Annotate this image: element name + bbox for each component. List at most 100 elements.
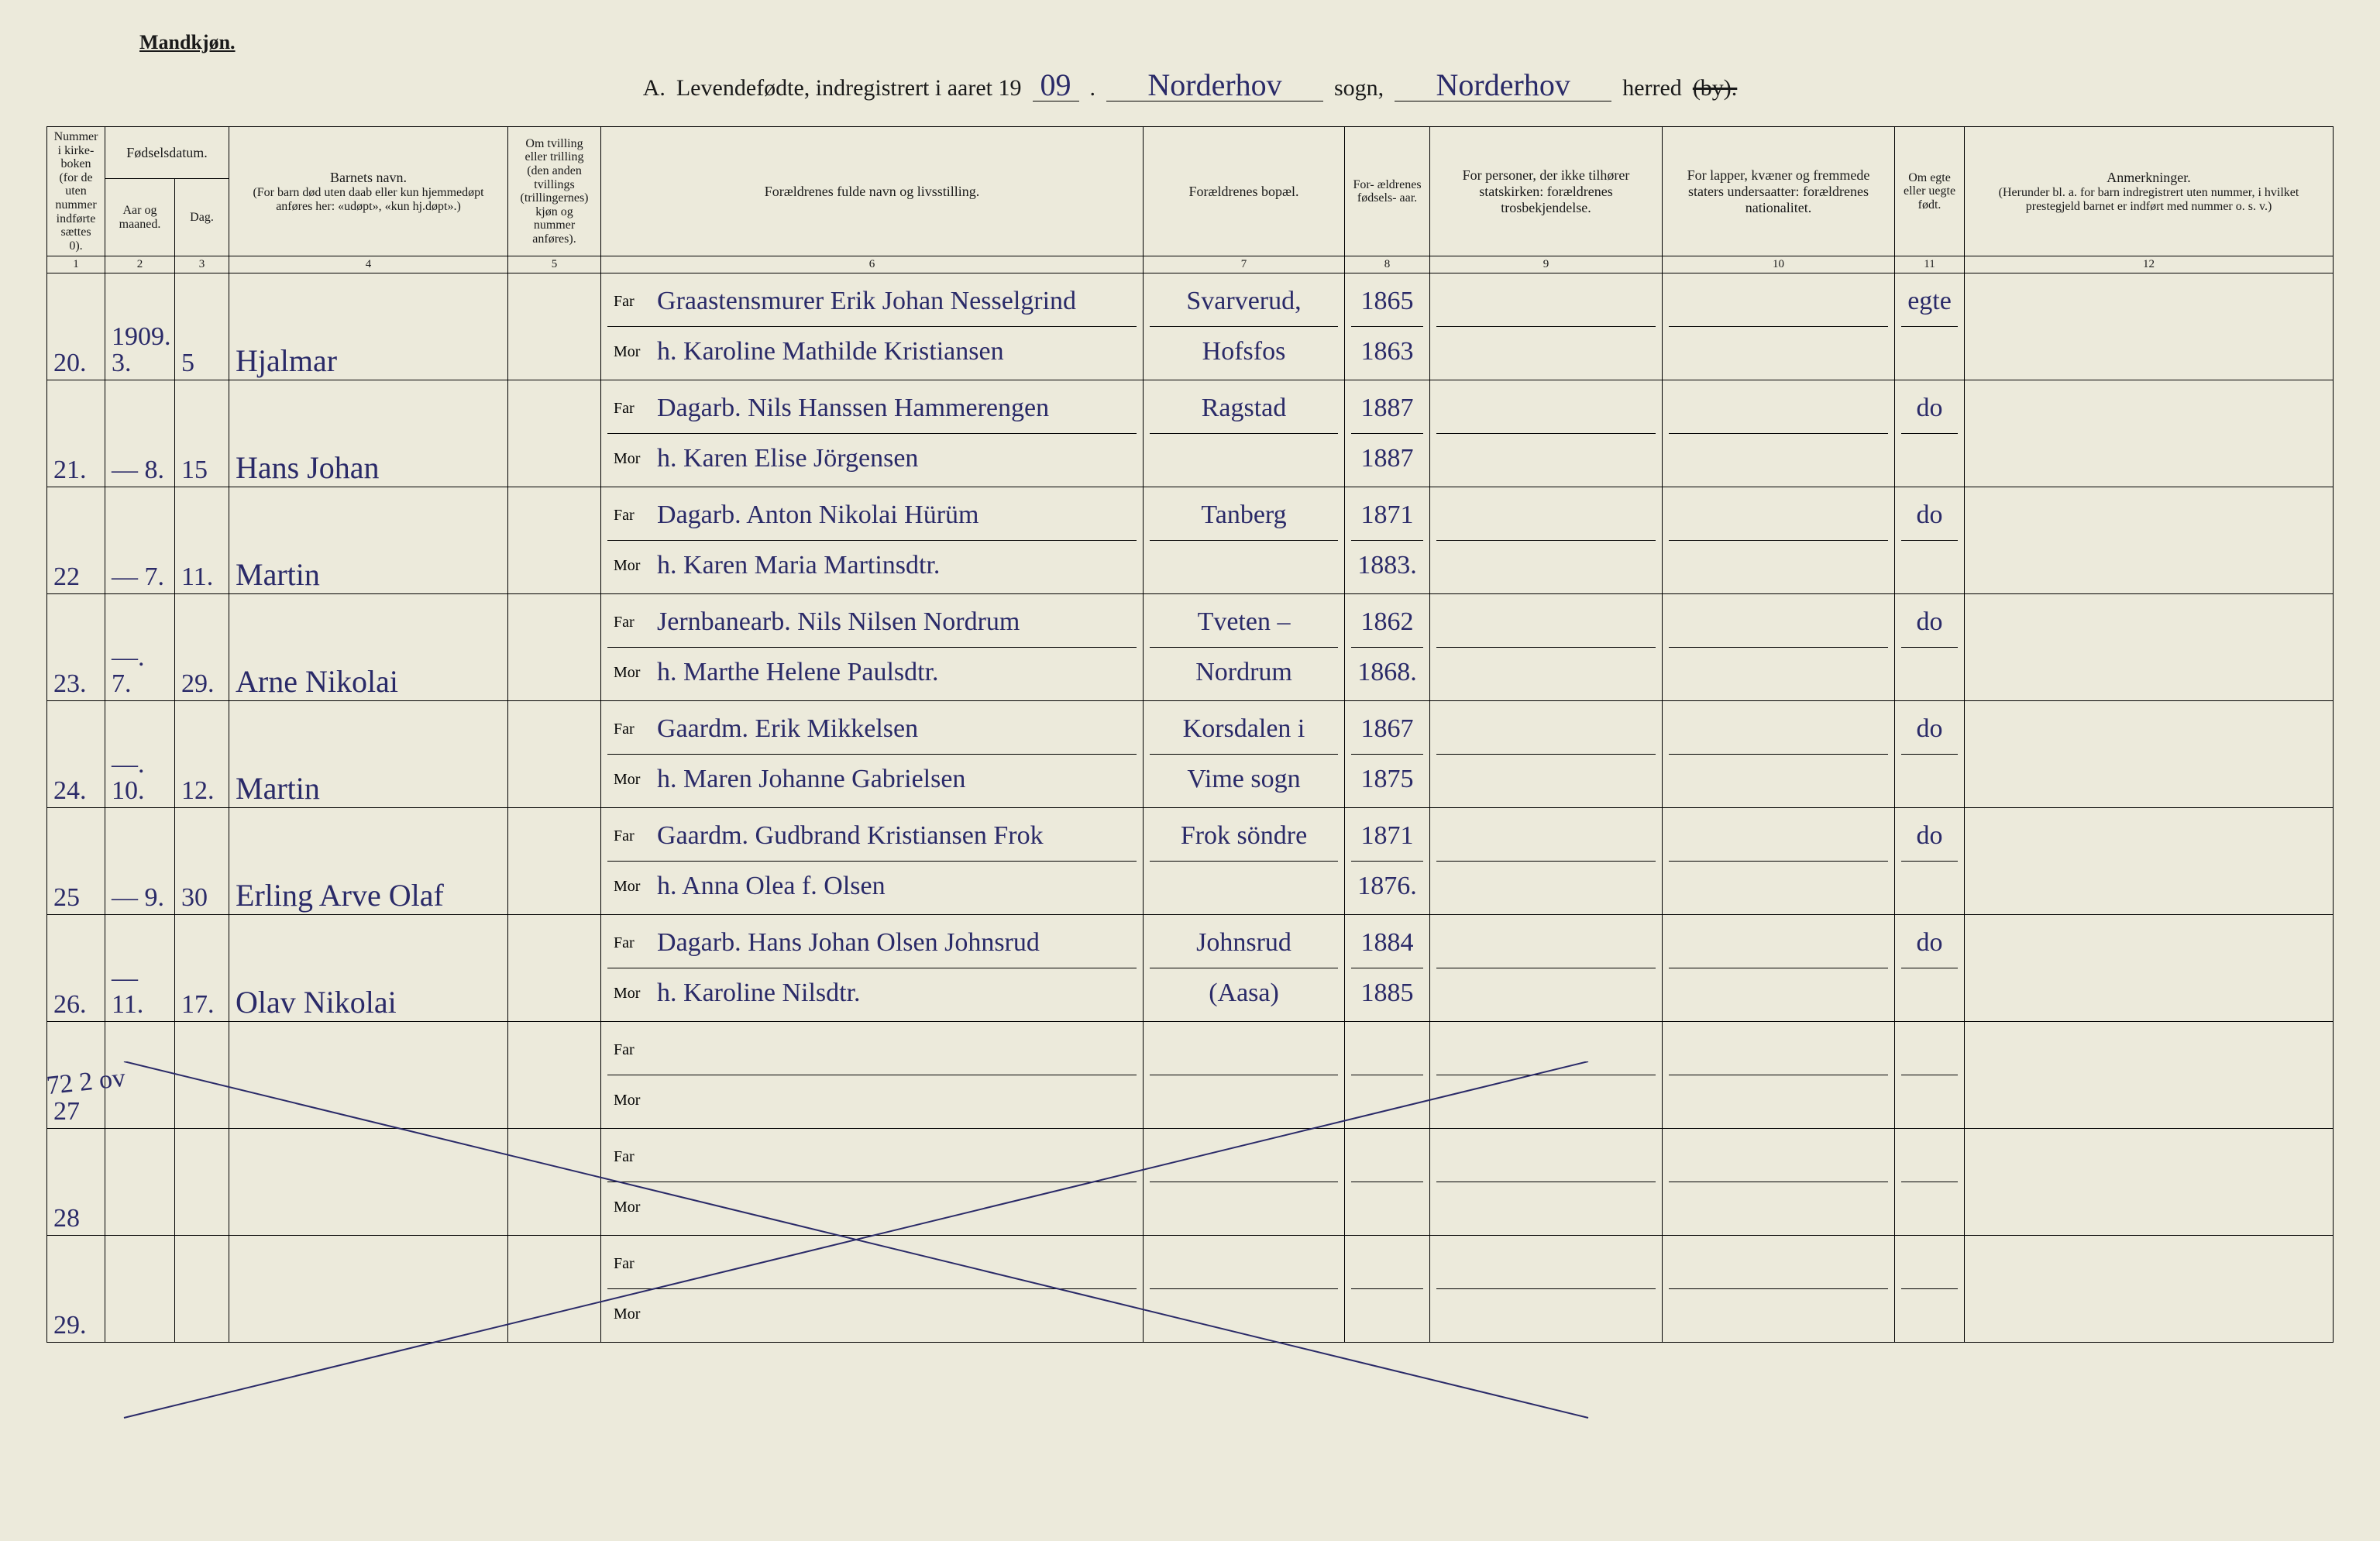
colnum: 10 [1663, 256, 1895, 273]
residence-far: Tveten – [1198, 609, 1291, 635]
cell [229, 1236, 508, 1343]
cell: Johnsrud (Aasa) [1144, 915, 1345, 1022]
title-prefix: A. [643, 75, 666, 101]
title-herred-label: herred [1622, 75, 1682, 101]
cell [175, 1022, 229, 1129]
father-name: Graastensmurer Erik Johan Nesselgrind [657, 288, 1130, 315]
father-name: Jernbanearb. Nils Nilsen Nordrum [657, 609, 1130, 635]
cell [105, 1236, 175, 1343]
cell: do [1895, 808, 1965, 915]
father-name: Dagarb. Anton Nikolai Hürüm [657, 502, 1130, 528]
mor-label: Mor [614, 878, 648, 896]
cell [1965, 1022, 2334, 1129]
cell: FarGaardm. Erik Mikkelsen Morh. Maren Jo… [601, 701, 1144, 808]
cell: Martin [229, 487, 508, 594]
cell [1430, 1022, 1663, 1129]
cell: FarDagarb. Anton Nikolai Hürüm Morh. Kar… [601, 487, 1144, 594]
residence-mor: (Aasa) [1209, 980, 1279, 1006]
father-birthyear: 1884 [1361, 930, 1414, 956]
cell: — 9. [105, 808, 175, 915]
header-col10: For lapper, kvæner og fremmede staters u… [1663, 127, 1895, 256]
cell: 1909. 3. [105, 273, 175, 380]
legitimacy: do [1917, 609, 1943, 635]
entry-year-month: — 11. [112, 964, 143, 1019]
cell [1663, 808, 1895, 915]
mother-name: h. Karen Elise Jörgensen [657, 445, 1130, 472]
cell [508, 915, 601, 1022]
cell: 15 [175, 380, 229, 487]
entry-day: 5 [181, 349, 194, 377]
father-name: Dagarb. Nils Hanssen Hammerengen [657, 395, 1130, 421]
child-name: Olav Nikolai [236, 985, 397, 1020]
header-col2: Aar og maaned. [105, 179, 175, 256]
far-label: Far [614, 934, 648, 952]
child-name: Martin [236, 557, 320, 592]
mor-label: Mor [614, 1305, 648, 1323]
cell: 12. [175, 701, 229, 808]
mother-birthyear: 1887 [1361, 445, 1414, 472]
cell: 11. [175, 487, 229, 594]
cell [1430, 808, 1663, 915]
cell: 1871 1876. [1345, 808, 1430, 915]
far-label: Far [614, 1255, 648, 1273]
cell [508, 1129, 601, 1236]
cell [1144, 1022, 1345, 1129]
cell: Far Mor [601, 1022, 1144, 1129]
entry-day: 11. [181, 562, 213, 591]
mother-name: h. Karoline Mathilde Kristiansen [657, 339, 1130, 365]
cell: Frok söndre [1144, 808, 1345, 915]
cell [1663, 701, 1895, 808]
cell: 25 [47, 808, 105, 915]
header-col1: Nummer i kirke- boken (for de uten numme… [47, 127, 105, 256]
mor-label: Mor [614, 985, 648, 1003]
mother-name: h. Anna Olea f. Olsen [657, 873, 1130, 899]
title-herred-hand: Norderhov [1395, 70, 1611, 101]
cell [508, 594, 601, 701]
cell: 28 [47, 1129, 105, 1236]
mother-birthyear: 1863 [1361, 339, 1414, 365]
cell: 23. [47, 594, 105, 701]
child-name: Martin [236, 771, 320, 806]
table-body: 20.1909. 3.5HjalmarFarGraastensmurer Eri… [47, 273, 2334, 1343]
cell [508, 380, 601, 487]
header-col3: Dag. [175, 179, 229, 256]
father-name: Gaardm. Erik Mikkelsen [657, 716, 1130, 742]
cell [175, 1236, 229, 1343]
father-birthyear: 1887 [1361, 395, 1414, 421]
cell [508, 273, 601, 380]
cell [1895, 1236, 1965, 1343]
mother-birthyear: 1868. [1357, 659, 1417, 686]
mor-label: Mor [614, 1092, 648, 1109]
legitimacy: do [1917, 395, 1943, 421]
cell [1965, 380, 2334, 487]
residence-mor: Vime sogn [1187, 766, 1300, 793]
entry-day: 12. [181, 776, 215, 805]
cell: Korsdalen i Vime sogn [1144, 701, 1345, 808]
cell: Arne Nikolai [229, 594, 508, 701]
cell [1965, 701, 2334, 808]
mother-name: h. Marthe Helene Paulsdtr. [657, 659, 1130, 686]
cell: Tanberg [1144, 487, 1345, 594]
cell: Ragstad [1144, 380, 1345, 487]
colnum: 9 [1430, 256, 1663, 273]
far-label: Far [614, 721, 648, 738]
cell: do [1895, 915, 1965, 1022]
far-label: Far [614, 507, 648, 525]
table-row: 24.—. 10.12.MartinFarGaardm. Erik Mikkel… [47, 701, 2334, 808]
cell [105, 1129, 175, 1236]
gender-label: Mandkjøn. [139, 31, 2334, 54]
cell: Olav Nikolai [229, 915, 508, 1022]
cell: —. 10. [105, 701, 175, 808]
child-name: Erling Arve Olaf [236, 878, 444, 913]
table-row: 22— 7.11.MartinFarDagarb. Anton Nikolai … [47, 487, 2334, 594]
cell: Svarverud, Hofsfos [1144, 273, 1345, 380]
cell [1965, 594, 2334, 701]
cell [508, 701, 601, 808]
cell: Erling Arve Olaf [229, 808, 508, 915]
cell: do [1895, 487, 1965, 594]
cell: Far Mor [601, 1129, 1144, 1236]
entry-day: 17. [181, 990, 215, 1019]
entry-number: 27 [53, 1097, 80, 1126]
cell: 30 [175, 808, 229, 915]
residence-far: Frok söndre [1181, 823, 1307, 849]
